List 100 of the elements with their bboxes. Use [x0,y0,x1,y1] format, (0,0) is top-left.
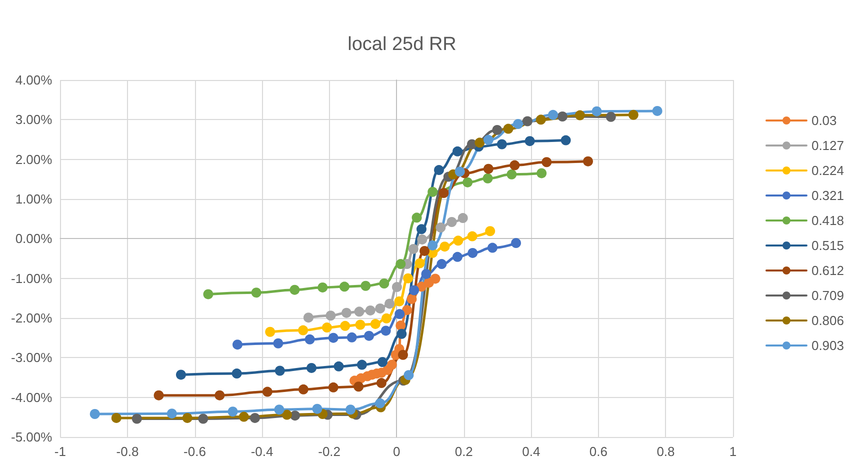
point [483,134,494,145]
point [262,386,272,397]
point [312,404,322,414]
point [421,268,432,279]
point [375,398,386,408]
point [436,222,446,233]
point [557,111,568,122]
point [396,328,407,339]
legend-label: 0.806 [811,313,844,328]
point [536,168,547,178]
point [454,166,465,177]
legend-label: 0.709 [811,288,844,303]
point [548,110,558,120]
legend-label: 0.127 [811,138,844,153]
point [273,338,284,348]
point [339,282,350,292]
point [592,106,602,116]
point [377,357,388,368]
point [274,404,284,415]
point [606,112,616,122]
point [628,110,638,120]
point [384,298,395,309]
legend-label: 0.03 [811,113,837,128]
legend-label: 0.612 [811,263,844,278]
point [250,412,260,423]
point [474,138,485,148]
point [322,322,332,333]
point [386,360,397,370]
point [214,390,225,400]
point [394,309,405,320]
point [290,284,300,295]
point [346,404,356,415]
y-tick-label: 3.00% [15,112,53,128]
y-tick-label: 1.00% [15,192,53,206]
point [290,410,300,421]
y-tick-label: 0.00% [15,231,53,246]
point [398,350,408,360]
point [328,332,338,343]
point [420,246,430,256]
point [354,382,364,392]
point [434,165,444,176]
point [428,186,438,197]
point [462,177,473,188]
point [409,285,420,296]
point [583,156,594,166]
point [298,384,308,394]
point [574,110,585,120]
point [328,382,338,392]
point [341,308,352,318]
point [346,332,357,342]
point [360,280,371,291]
point [380,326,391,336]
x-tick-label: 0.4 [522,444,540,459]
point [468,248,478,258]
point [304,334,315,344]
point [542,157,552,168]
point [334,361,344,372]
legend-label: 0.418 [811,213,844,228]
point [340,320,350,331]
point [482,173,493,184]
point [394,296,404,306]
legend-label: 0.515 [811,238,844,253]
point [396,320,406,331]
point [503,124,514,134]
point [154,390,164,400]
x-tick-label: 0.8 [656,444,675,459]
point [132,414,142,424]
point [487,242,498,253]
x-tick-label: 0.6 [589,444,608,459]
point [382,313,392,324]
point [416,224,426,234]
x-tick-label: 1 [729,444,737,459]
point [251,288,262,298]
point [354,306,364,317]
point [440,242,450,252]
point [560,135,571,146]
point [496,139,507,150]
point [492,124,502,135]
legend-label: 0.903 [811,338,844,353]
point [452,252,462,262]
point [364,330,374,341]
x-tick-label: -0.6 [184,444,206,459]
legend-label: 0.321 [811,188,844,203]
point [414,258,425,268]
point [467,231,478,242]
y-tick-label: 4.00% [15,72,53,88]
x-tick-label: -1 [54,444,66,459]
point [306,362,316,373]
point [355,320,366,330]
point [453,236,464,246]
x-tick-label: 0.2 [454,444,473,459]
point [232,340,242,350]
point [402,305,412,316]
x-tick-label: -0.4 [250,444,274,459]
point [376,378,386,388]
point [428,240,438,250]
point [483,164,494,174]
y-tick-label: -2.00% [10,310,53,326]
point [198,414,208,424]
point [274,366,285,376]
